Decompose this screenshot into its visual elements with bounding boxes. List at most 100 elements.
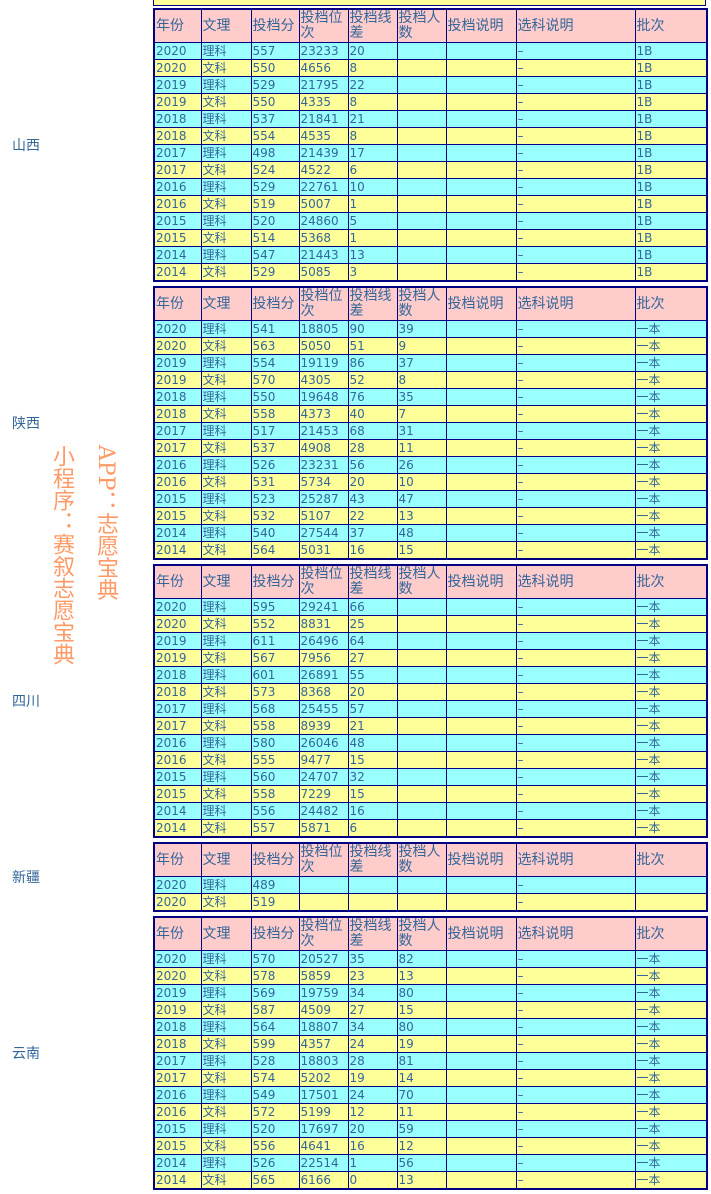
table-cell [396, 893, 447, 912]
table-cell [445, 632, 517, 650]
table-row: 2018 文科 554 4535 8 –1B [153, 127, 708, 145]
table-cell: 8 [396, 371, 447, 389]
table-cell: 529 [250, 263, 300, 282]
table-cell: 1B [634, 110, 708, 128]
table-cell: 文科 [200, 1137, 252, 1155]
table-cell: 28 [347, 439, 398, 457]
table-cell: 1B [634, 42, 708, 60]
column-header: 文理 [200, 564, 252, 599]
table-row: 2014 理科 556 24482 16 – 一本 [153, 802, 708, 820]
table-cell: 10 [347, 178, 398, 196]
table-cell: 2015 [153, 490, 202, 508]
table-cell: 2018 [153, 666, 202, 684]
table-cell: – [515, 1154, 636, 1172]
table-row: 2017 文科 558 8939 21 – 一本 [153, 717, 708, 735]
table-cell: 22 [347, 507, 398, 525]
table-cell: – [515, 456, 636, 474]
table-cell [396, 110, 447, 128]
table-cell: 595 [250, 598, 300, 616]
table-cell: 19119 [298, 354, 349, 372]
table-row: 2015 理科 520 24860 5 –1B [153, 212, 708, 230]
table-cell: 2016 [153, 178, 202, 196]
table-cell [445, 490, 517, 508]
table-cell: – [515, 76, 636, 94]
column-header: 投档线差 [347, 8, 398, 43]
table-cell [396, 93, 447, 111]
table-cell: 587 [250, 1001, 300, 1019]
column-header: 投档位次 [298, 286, 349, 321]
table-cell: 20 [347, 1120, 398, 1138]
table-cell: 14 [396, 1069, 447, 1087]
table-cell: 24860 [298, 212, 349, 230]
table-cell [445, 263, 517, 282]
table-cell [396, 785, 447, 803]
table-cell: 2016 [153, 734, 202, 752]
table-cell: 557 [250, 42, 300, 60]
column-header: 投档线差 [347, 564, 398, 599]
table-cell: 43 [347, 490, 398, 508]
table-row: 2020 理科 557 23233 20 –1B [153, 42, 708, 60]
table-cell: 76 [347, 388, 398, 406]
table-cell: 68 [347, 422, 398, 440]
table-cell: 2014 [153, 541, 202, 560]
table-cell: – [515, 212, 636, 230]
table-cell: 文科 [200, 127, 252, 145]
table-cell: 文科 [200, 785, 252, 803]
table-cell: 529 [250, 76, 300, 94]
table-cell: 5107 [298, 507, 349, 525]
table-cell: 18805 [298, 320, 349, 338]
table-cell: – [515, 1120, 636, 1138]
table-cell: 2020 [153, 337, 202, 355]
table-cell: 13 [396, 507, 447, 525]
table-cell: 15 [396, 1001, 447, 1019]
table-row: 2019 理科 529 21795 22 –1B [153, 76, 708, 94]
table-cell: 6 [347, 161, 398, 179]
table-cell [396, 734, 447, 752]
table-cell: 文科 [200, 229, 252, 247]
table-row: 2015 文科 558 7229 15 – 一本 [153, 785, 708, 803]
table-row: 2020 文科 519 – [153, 893, 708, 912]
table-cell [396, 649, 447, 667]
province-section: 山西 年份 文理 投档分 投档位次 投档线差 投档人数 投档说明 选科说明 批次 2020 理科 557… [0, 8, 711, 282]
table-cell: 564 [250, 1018, 300, 1036]
table-cell [445, 1001, 517, 1019]
table-cell: 568 [250, 700, 300, 718]
table-cell: – [515, 337, 636, 355]
table-cell: 一本 [634, 1035, 708, 1053]
table-cell: 12 [396, 1137, 447, 1155]
table-cell [396, 161, 447, 179]
table-cell: 一本 [634, 717, 708, 735]
table-cell: 2017 [153, 700, 202, 718]
table-cell: – [515, 768, 636, 786]
table-row: 2020 理科 570 20527 35 82 – 一本 [153, 950, 708, 968]
table-cell: 11 [396, 1103, 447, 1121]
table-row: 2017 理科 528 18803 28 81 – 一本 [153, 1052, 708, 1070]
column-header: 投档分 [250, 564, 300, 599]
table-cell: 理科 [200, 598, 252, 616]
table-row: 2016 理科 529 22761 10 –1B [153, 178, 708, 196]
column-header: 投档位次 [298, 842, 349, 877]
table-row: 2014 文科 529 5085 3 –1B [153, 263, 708, 282]
table-cell: 文科 [200, 615, 252, 633]
table-cell: 文科 [200, 507, 252, 525]
table-cell [396, 59, 447, 77]
table-cell: 5368 [298, 229, 349, 247]
column-header: 选科说明 [515, 8, 636, 43]
table-cell: 25 [347, 615, 398, 633]
table-row: 2020 理科 489 – [153, 876, 708, 894]
table-cell: 27 [347, 649, 398, 667]
table-cell: 1 [347, 195, 398, 213]
table-cell: 4535 [298, 127, 349, 145]
table-cell: 2019 [153, 76, 202, 94]
table-cell: 一本 [634, 1086, 708, 1104]
table-cell: 1B [634, 212, 708, 230]
table-cell: 一本 [634, 1103, 708, 1121]
table-cell: 39 [396, 320, 447, 338]
table-cell: – [515, 1171, 636, 1190]
table-cell: 4522 [298, 161, 349, 179]
table-cell: 2018 [153, 1035, 202, 1053]
table-cell: 2015 [153, 507, 202, 525]
table-cell: 21 [347, 717, 398, 735]
table-cell: 一本 [634, 490, 708, 508]
table-cell [445, 1137, 517, 1155]
